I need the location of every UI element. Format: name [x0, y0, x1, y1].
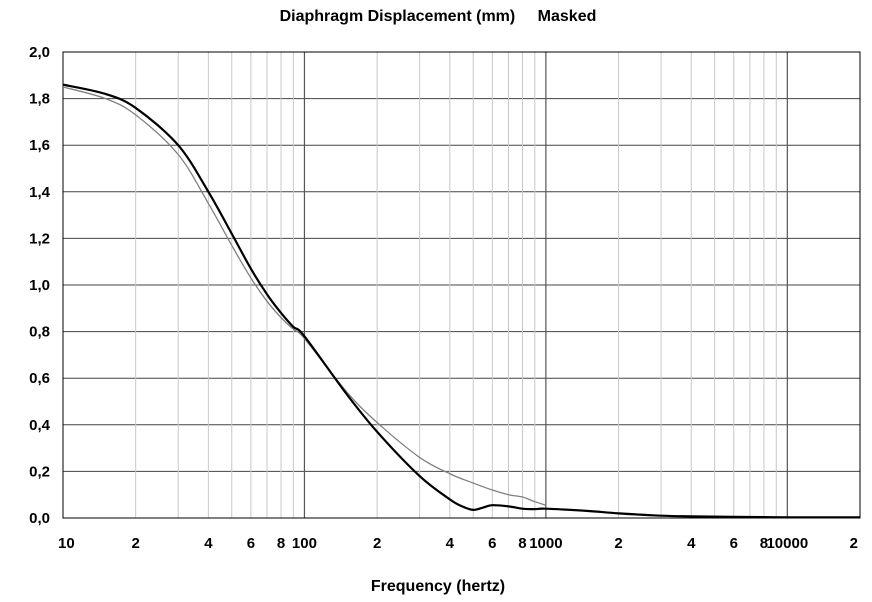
x-tick-label: 8 [518, 535, 526, 552]
x-tick-label: 6 [730, 535, 738, 552]
y-tick-label: 0,0 [29, 510, 50, 527]
x-tick-label: 10000 [766, 535, 808, 552]
x-tick-label: 2 [850, 535, 858, 552]
y-tick-label: 1,8 [29, 91, 50, 108]
plot-frame [62, 51, 861, 519]
y-tick-label: 0,6 [29, 370, 50, 387]
x-tick-label: 8 [277, 535, 285, 552]
y-tick-label: 0,2 [29, 463, 50, 480]
y-tick-label: 0,4 [29, 417, 51, 434]
x-tick-label: 4 [687, 535, 696, 552]
series-line-gray [62, 86, 547, 506]
chart-title-main: Diaphragm Displacement (mm) [280, 8, 516, 25]
chart-title-masked: Masked [538, 8, 597, 25]
grid-lines [63, 51, 860, 519]
x-tick-label: 2 [132, 535, 140, 552]
x-tick-label: 10 [58, 535, 75, 552]
y-tick-label: 2,0 [29, 44, 50, 61]
x-axis-label: Frequency (hertz) [371, 578, 505, 595]
x-tick-label: 2 [614, 535, 622, 552]
x-tick-label: 6 [247, 535, 255, 552]
x-tick-label: 8 [760, 535, 768, 552]
x-tick-label: 6 [488, 535, 496, 552]
y-tick-label: 0,8 [29, 324, 50, 341]
y-tick-label: 1,0 [29, 277, 50, 294]
chart-title: Diaphragm Displacement (mm) Masked [280, 8, 597, 25]
y-axis-ticks: 0,0 0,2 0,4 0,6 0,8 1,0 1,2 1,4 1,6 1,8 2,0 [29, 44, 51, 527]
y-tick-label: 1,2 [29, 230, 50, 247]
y-tick-label: 1,6 [29, 137, 50, 154]
x-tick-label: 100 [292, 535, 317, 552]
series-line-black [62, 83, 860, 519]
y-tick-label: 1,4 [29, 184, 51, 201]
x-tick-label: 2 [373, 535, 381, 552]
x-tick-label: 4 [204, 535, 213, 552]
x-tick-label: 4 [446, 535, 455, 552]
series-group [62, 83, 860, 519]
x-tick-label: 1000 [529, 535, 562, 552]
